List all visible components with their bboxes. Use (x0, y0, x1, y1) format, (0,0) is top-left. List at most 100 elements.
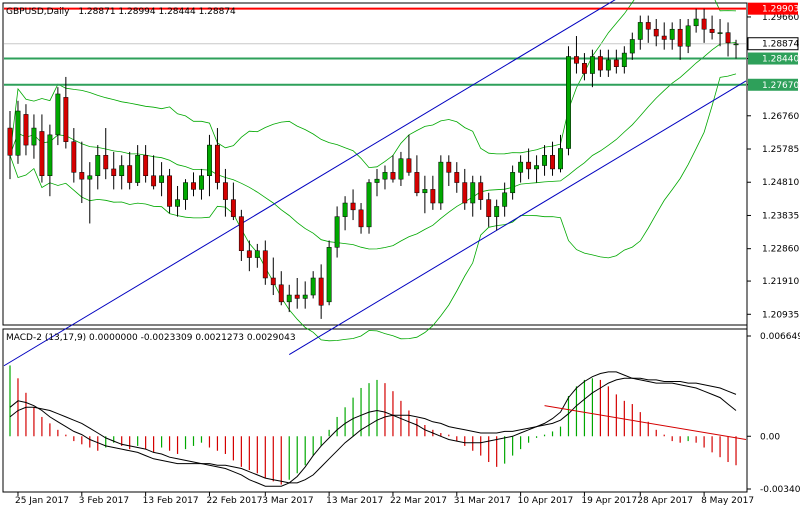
candle-body (510, 172, 516, 194)
candle-body (326, 247, 332, 303)
candle-body (294, 294, 300, 299)
candle-body (566, 56, 571, 149)
candle-body (430, 189, 436, 204)
candle-body (558, 148, 563, 170)
price-panel-frame (2, 2, 748, 326)
support-price-tag (748, 78, 798, 91)
candle-body (621, 52, 627, 67)
macd-tick-label: 0.006649 (760, 332, 800, 342)
candle-body (406, 158, 412, 173)
candle-body (550, 155, 555, 170)
candle-body (55, 93, 61, 136)
candle-body (95, 155, 101, 177)
candle-body (127, 165, 133, 183)
support-price-tag-label: 1.28440 (762, 55, 799, 65)
candle-body (374, 178, 380, 183)
candle-body (15, 110, 21, 156)
candle-body (278, 284, 284, 303)
candle-body (103, 155, 109, 170)
price-tick-label: 1.20935 (762, 310, 799, 320)
candle-body (334, 216, 340, 248)
candle-body (159, 175, 165, 183)
time-tick-label: 19 Apr 2017 (581, 496, 637, 506)
candle-body (183, 182, 188, 200)
candle-body (167, 175, 173, 207)
macd-histogram (9, 365, 737, 485)
bollinger-middle-band (9, 42, 737, 250)
candle-body (398, 158, 404, 180)
candle-body (534, 165, 540, 170)
candle-body (382, 172, 388, 180)
time-tick-label: 22 Feb 2017 (206, 496, 262, 506)
candle-body (254, 250, 260, 258)
candle-body (478, 182, 484, 200)
candle-body (494, 206, 500, 217)
time-tick-label: 10 Apr 2017 (518, 496, 574, 506)
candle-body (23, 114, 29, 146)
candle-body (39, 131, 45, 177)
candle-body (230, 199, 236, 217)
candle-body (645, 22, 651, 30)
bollinger-bands (9, 0, 737, 342)
candle-body (214, 144, 220, 183)
candle-body (302, 294, 308, 299)
macd-tick-label: 0.00 (760, 432, 780, 442)
candle-body (701, 18, 707, 30)
candle-body (438, 161, 444, 204)
time-tick-label: 8 May 2017 (701, 496, 754, 506)
candle-body (709, 28, 715, 33)
time-tick-label: 13 Feb 2017 (143, 496, 199, 506)
candle-body (222, 182, 228, 200)
candle-body (262, 250, 268, 279)
candle-body (597, 56, 603, 71)
channel-upper-line (3, 0, 616, 367)
candle-body (246, 250, 252, 258)
price-level-tags: 1.29903 1.28874 1.28440 1.27670 (747, 2, 799, 91)
candle-body (725, 32, 731, 44)
candle-body (653, 28, 659, 37)
candle-body (47, 134, 53, 177)
resistance-price-tag-label: 1.29903 (762, 5, 799, 15)
candlesticks (7, 8, 739, 319)
candle-body (111, 168, 117, 177)
candle-body (518, 161, 524, 173)
candle-body (446, 161, 452, 173)
candle-body (637, 22, 643, 40)
candle-body (486, 199, 492, 217)
candle-body (661, 35, 667, 40)
candle-body (581, 63, 587, 74)
candle-body (717, 32, 723, 34)
symbol-label: GBPUSD,Daily (6, 7, 70, 17)
macd-signal-line (9, 377, 737, 484)
macd-header: MACD-2 (13,17,9) 0.0000000 -0.0023309 0.… (6, 333, 296, 343)
time-axis: 25 Jan 2017 3 Feb 2017 13 Feb 2017 22 Feb 2… (15, 492, 754, 506)
candle-body (470, 182, 476, 204)
candle-body (318, 277, 324, 306)
candle-body (414, 172, 420, 194)
current-price-tag (747, 37, 799, 51)
support-price-tag (748, 52, 798, 65)
price-tick-label: 1.21910 (762, 277, 799, 287)
time-tick-label: 22 Mar 2017 (390, 496, 447, 506)
bollinger-lower-band (9, 73, 737, 342)
candle-body (669, 28, 675, 40)
chart-header: GBPUSD,Daily 1.28871 1.28994 1.28444 1.2… (6, 7, 236, 17)
candle-body (526, 161, 532, 170)
candle-body (454, 172, 460, 183)
regression-channel (3, 0, 747, 367)
candle-body (191, 182, 196, 190)
candle-body (175, 199, 180, 207)
candle-body (151, 175, 157, 187)
candle-body (286, 294, 292, 303)
support-price-tag-label: 1.27670 (762, 81, 799, 91)
candle-body (589, 56, 595, 74)
time-tick-label: 3 Mar 2017 (262, 496, 313, 506)
candle-body (310, 277, 316, 296)
candle-body (71, 141, 77, 173)
candle-body (199, 175, 204, 190)
candle-body (542, 155, 547, 166)
ohlc-values: 1.28871 1.28994 1.28444 1.28874 (78, 7, 236, 17)
candle-body (342, 202, 348, 217)
candle-body (350, 202, 356, 211)
